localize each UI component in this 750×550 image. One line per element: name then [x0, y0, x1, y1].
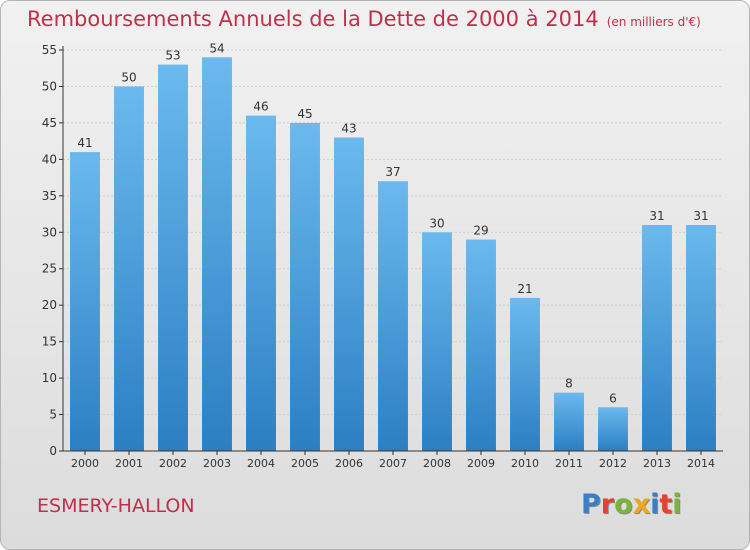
logo-letter: P	[581, 489, 601, 520]
logo-letter: r	[600, 489, 615, 520]
data-label: 50	[121, 70, 136, 84]
data-label: 37	[385, 165, 400, 179]
x-tick-label: 2011	[555, 457, 583, 470]
chart-title-text: Remboursements Annuels de la Dette de 20…	[27, 7, 599, 31]
x-tick-label: 2007	[379, 457, 407, 470]
x-tick-label: 2006	[335, 457, 363, 470]
place-name: ESMERY-HALLON	[37, 495, 195, 517]
x-tick-label: 2013	[643, 457, 671, 470]
bar	[114, 86, 144, 452]
data-label: 41	[77, 136, 92, 150]
proxiti-logo: Proxiti	[581, 489, 682, 520]
x-tick-label: 2002	[159, 457, 187, 470]
data-label: 21	[517, 282, 532, 296]
bar	[290, 122, 320, 451]
x-tick-label: 2014	[687, 457, 715, 470]
bar	[554, 392, 584, 451]
y-tick-label: 20	[42, 298, 57, 312]
bar-chart: 0 5 10 15 20 25 30 35 40 45 50 55 41 2000 50 2001 53 2002…	[42, 41, 723, 470]
bar	[70, 152, 100, 451]
data-label: 30	[429, 216, 444, 230]
logo-letter: t	[659, 489, 673, 520]
x-tick-label: 2009	[467, 457, 495, 470]
bar	[202, 57, 232, 452]
y-tick-label: 55	[42, 43, 57, 57]
x-tick-label: 2000	[71, 457, 99, 470]
x-tick-label: 2005	[291, 457, 319, 470]
x-tick-label: 2008	[423, 457, 451, 470]
y-tick-label: 10	[42, 371, 57, 385]
x-tick-label: 2012	[599, 457, 627, 470]
bar	[158, 64, 188, 451]
bar	[466, 239, 496, 451]
bar	[510, 297, 540, 451]
data-label: 6	[609, 391, 617, 405]
logo-letter: x	[632, 489, 651, 520]
data-label: 53	[165, 49, 180, 63]
chart-title: Remboursements Annuels de la Dette de 20…	[27, 7, 701, 31]
chart-unit: (en milliers d'€)	[606, 15, 701, 29]
x-tick-label: 2001	[115, 457, 143, 470]
bar	[378, 181, 408, 451]
x-tick-label: 2010	[511, 457, 539, 470]
data-label: 54	[209, 41, 224, 55]
y-tick-label: 50	[42, 79, 57, 93]
logo-letter: i	[650, 489, 660, 520]
bar	[642, 224, 672, 451]
x-tick-label: 2003	[203, 457, 231, 470]
bar	[246, 115, 276, 452]
bar	[598, 407, 628, 451]
y-tick-label: 45	[42, 116, 57, 130]
y-tick-label: 35	[42, 189, 57, 203]
data-label: 46	[253, 100, 268, 114]
bar	[334, 137, 364, 451]
y-tick-label: 25	[42, 262, 57, 276]
y-tick-label: 40	[42, 152, 57, 166]
y-tick-label: 30	[42, 225, 57, 239]
data-label: 43	[341, 121, 356, 135]
logo-letter: i	[672, 489, 682, 520]
data-label: 31	[649, 209, 664, 223]
y-tick-label: 5	[49, 408, 57, 422]
bar	[422, 232, 452, 451]
x-tick-label: 2004	[247, 457, 275, 470]
bar	[686, 224, 716, 451]
y-tick-label: 15	[42, 335, 57, 349]
data-label: 29	[473, 224, 488, 238]
data-label: 45	[297, 107, 312, 121]
data-label: 8	[565, 377, 573, 391]
data-label: 31	[693, 209, 708, 223]
y-tick-label: 0	[49, 444, 57, 458]
logo-letter: o	[614, 489, 633, 520]
